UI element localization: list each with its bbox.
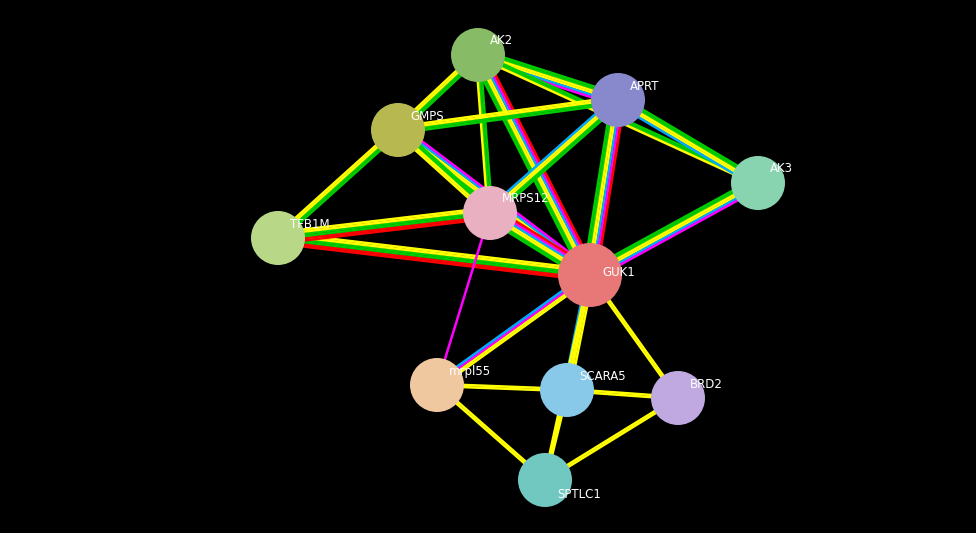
Circle shape — [410, 358, 464, 412]
Text: mrpl55: mrpl55 — [449, 365, 491, 377]
Text: APRT: APRT — [630, 79, 660, 93]
Circle shape — [371, 103, 425, 157]
Circle shape — [463, 186, 517, 240]
Text: BRD2: BRD2 — [690, 377, 723, 391]
Text: GUK1: GUK1 — [602, 266, 634, 279]
Circle shape — [451, 28, 505, 82]
Text: SPTLC1: SPTLC1 — [557, 488, 601, 500]
Circle shape — [251, 211, 305, 265]
Circle shape — [651, 371, 705, 425]
Text: MRPS12: MRPS12 — [502, 192, 549, 206]
Circle shape — [558, 243, 622, 307]
Text: TFB1M: TFB1M — [290, 217, 330, 230]
Text: AK2: AK2 — [490, 35, 513, 47]
Circle shape — [591, 73, 645, 127]
Text: SCARA5: SCARA5 — [579, 369, 626, 383]
Circle shape — [731, 156, 785, 210]
Text: AK3: AK3 — [770, 163, 793, 175]
Circle shape — [518, 453, 572, 507]
Text: GMPS: GMPS — [410, 109, 444, 123]
Circle shape — [540, 363, 594, 417]
